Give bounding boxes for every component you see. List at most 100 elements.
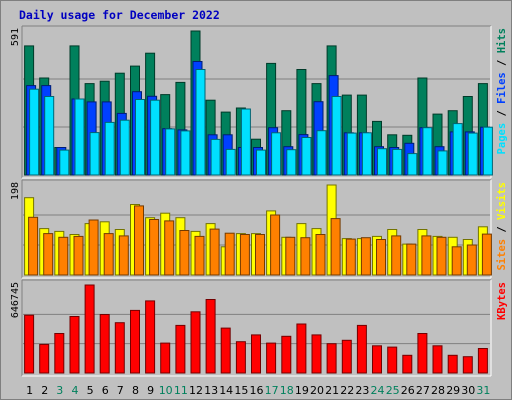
bar-kbytes-day-23 — [356, 324, 367, 374]
bar-pages-day-16 — [256, 149, 266, 176]
bar-sites-day-19 — [300, 237, 311, 276]
bar-sites-day-4 — [73, 235, 84, 276]
bar-sites-day-16 — [255, 234, 265, 276]
x-tick-day-15: 15 — [234, 384, 248, 397]
x-tick-day-3: 3 — [56, 384, 63, 397]
bar-kbytes-day-20 — [311, 334, 322, 374]
bar-kbytes-day-16 — [251, 334, 261, 374]
bar-kbytes-day-28 — [432, 345, 443, 374]
bar-sites-day-21 — [330, 218, 341, 276]
bar-pages-day-8 — [135, 99, 145, 176]
bar-kbytes-day-2 — [39, 343, 50, 374]
x-tick-day-17: 17 — [265, 384, 279, 397]
legend-pages: Pages — [496, 123, 508, 155]
bar-pages-day-21 — [331, 96, 342, 176]
x-tick-day-20: 20 — [310, 384, 324, 397]
bar-pages-day-4 — [74, 98, 85, 176]
bar-kbytes-day-22 — [341, 339, 352, 374]
bar-sites-day-24 — [376, 239, 386, 276]
bar-kbytes-day-27 — [417, 333, 428, 374]
bar-pages-day-14 — [225, 148, 236, 176]
bar-kbytes-day-29 — [447, 354, 458, 374]
bar-kbytes-day-4 — [69, 316, 80, 374]
bar-sites-day-2 — [43, 233, 54, 276]
x-tick-day-6: 6 — [102, 384, 109, 397]
bar-pages-day-19 — [301, 137, 312, 176]
legend-hits-files-pages: Pages / Files / Hits — [496, 28, 508, 154]
series-pages — [29, 69, 493, 176]
bar-kbytes-day-25 — [387, 346, 398, 374]
bar-kbytes-day-26 — [402, 354, 413, 374]
bar-sites-day-6 — [103, 233, 114, 276]
x-tick-day-21: 21 — [325, 384, 339, 397]
chart-title: Daily usage for December 2022 — [19, 8, 220, 22]
bar-pages-day-17 — [271, 132, 282, 176]
bar-sites-day-23 — [360, 237, 371, 276]
x-tick-day-28: 28 — [431, 384, 445, 397]
legend-separator: / — [496, 104, 508, 123]
legend-separator: / — [496, 53, 508, 72]
legend-visits-sites: Sites / Visits — [496, 182, 508, 271]
bar-pages-day-13 — [210, 138, 221, 176]
bar-pages-day-25 — [392, 148, 403, 176]
bar-pages-day-11 — [180, 130, 191, 176]
bar-sites-day-10 — [164, 220, 175, 276]
x-tick-day-31: 31 — [476, 384, 490, 397]
y-tick-max: 646745 — [10, 282, 21, 318]
x-tick-day-9: 9 — [147, 384, 154, 397]
bar-pages-day-6 — [104, 121, 115, 176]
bar-sites-day-28 — [436, 236, 447, 276]
series-sites — [28, 205, 492, 276]
bar-pages-day-2 — [44, 96, 55, 176]
bar-sites-day-5 — [88, 219, 99, 276]
bar-sites-day-25 — [391, 235, 402, 276]
bar-pages-day-5 — [89, 132, 100, 176]
bar-sites-day-31 — [481, 233, 492, 276]
bar-kbytes-day-17 — [266, 342, 277, 374]
bar-kbytes-day-19 — [296, 323, 307, 374]
x-tick-day-10: 10 — [159, 384, 173, 397]
x-tick-day-7: 7 — [117, 384, 124, 397]
bar-sites-day-13 — [209, 228, 220, 276]
bar-pages-day-29 — [452, 123, 463, 176]
bar-kbytes-day-6 — [99, 314, 110, 374]
bar-pages-day-3 — [59, 149, 70, 176]
bar-kbytes-day-14 — [220, 327, 231, 374]
bar-kbytes-day-7 — [114, 322, 125, 374]
bar-kbytes-day-18 — [281, 335, 292, 374]
x-tick-day-4: 4 — [72, 384, 79, 397]
bar-sites-day-30 — [466, 244, 477, 276]
x-tick-day-12: 12 — [189, 384, 203, 397]
bar-pages-day-12 — [195, 69, 206, 176]
bar-pages-day-1 — [29, 88, 40, 176]
y-tick-max: 198 — [10, 182, 21, 200]
panel-visits-sites: 198 Sites / Visits — [10, 179, 508, 279]
bar-pages-day-15 — [240, 108, 251, 176]
panel-kbytes: 646745 KBytes — [10, 279, 508, 377]
x-tick-day-18: 18 — [280, 384, 294, 397]
bar-kbytes-day-10 — [160, 342, 171, 374]
bar-sites-day-8 — [134, 205, 144, 276]
legend-kbytes: KBytes — [496, 282, 508, 320]
legend-hits: Hits — [496, 28, 508, 53]
bar-pages-day-9 — [150, 99, 161, 176]
x-tick-day-29: 29 — [446, 384, 460, 397]
bar-pages-day-10 — [165, 128, 176, 176]
bar-pages-day-22 — [346, 132, 357, 176]
bar-kbytes-day-11 — [175, 324, 186, 374]
series-kbytes — [24, 284, 488, 374]
bar-pages-day-23 — [361, 132, 372, 176]
bar-kbytes-day-5 — [84, 284, 95, 374]
bar-pages-day-20 — [316, 130, 327, 176]
bar-sites-day-3 — [58, 236, 69, 276]
legend-sites: Sites — [496, 239, 508, 271]
x-tick-day-8: 8 — [132, 384, 139, 397]
bar-sites-day-9 — [149, 219, 160, 276]
y-tick-max: 591 — [10, 28, 21, 46]
x-tick-day-30: 30 — [461, 384, 475, 397]
x-tick-day-23: 23 — [355, 384, 369, 397]
x-tick-day-22: 22 — [340, 384, 354, 397]
x-tick-day-24: 24 — [371, 384, 385, 397]
bar-sites-day-12 — [194, 235, 205, 276]
x-tick-day-26: 26 — [401, 384, 415, 397]
